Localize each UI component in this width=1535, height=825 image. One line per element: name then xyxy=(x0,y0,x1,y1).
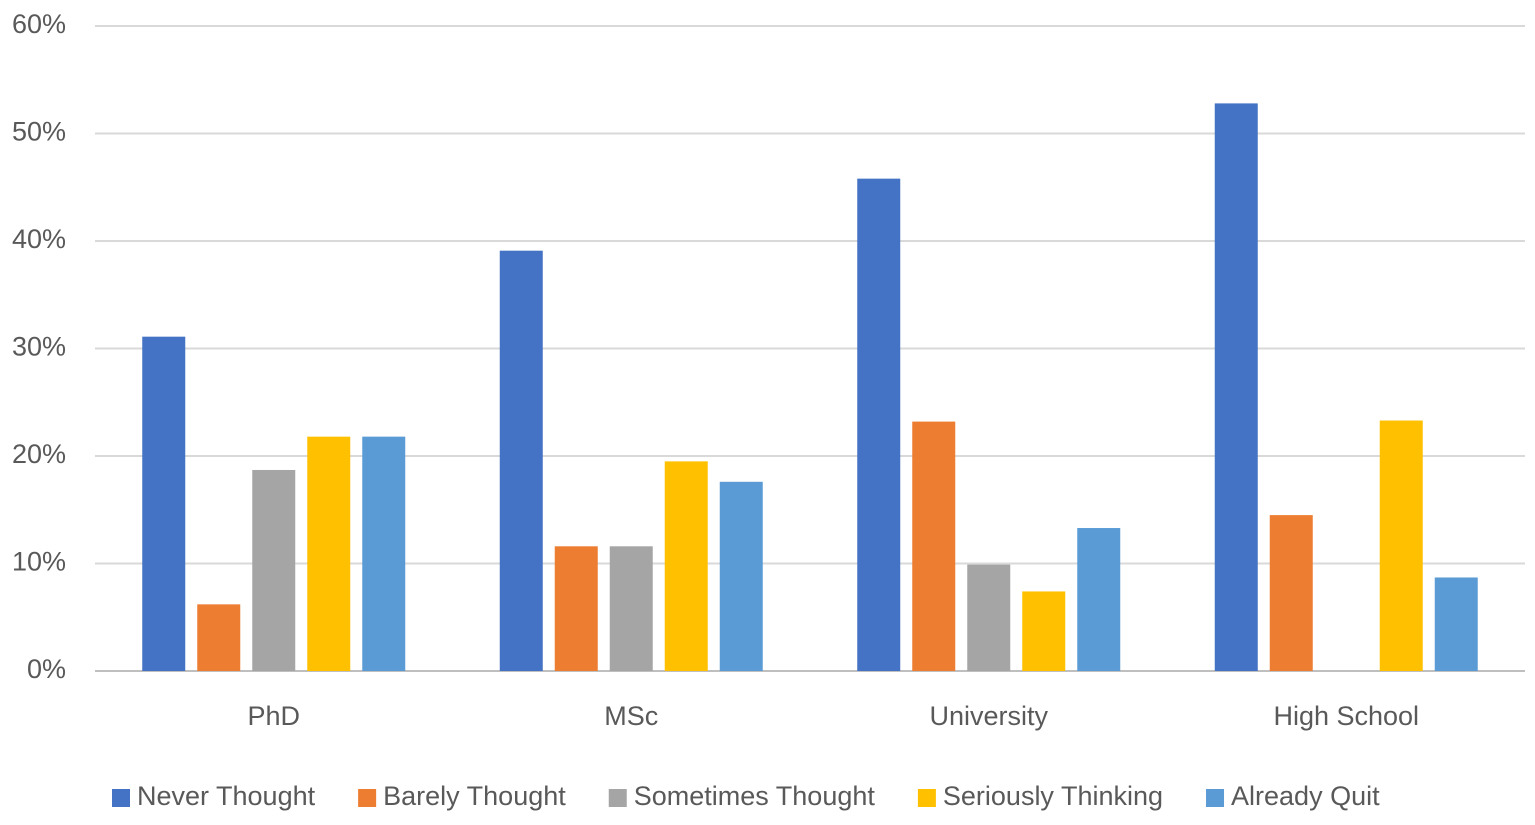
bar xyxy=(362,436,406,671)
legend-label: Barely Thought xyxy=(383,781,566,811)
x-tick-label: University xyxy=(929,701,1048,731)
y-tick-label: 60% xyxy=(12,9,66,39)
bar xyxy=(967,564,1011,671)
bar xyxy=(1434,577,1478,671)
y-tick-label: 10% xyxy=(12,547,66,577)
y-tick-label: 0% xyxy=(27,654,66,684)
legend-swatch xyxy=(358,789,377,807)
legend-swatch xyxy=(1206,789,1225,807)
legend-label: Seriously Thinking xyxy=(943,781,1163,811)
bar xyxy=(1214,103,1258,671)
y-tick-label: 20% xyxy=(12,439,66,469)
bar xyxy=(1379,420,1423,671)
legend-swatch xyxy=(608,789,627,807)
y-tick-label: 40% xyxy=(12,224,66,254)
x-tick-label: PhD xyxy=(247,701,300,731)
bar xyxy=(609,546,653,671)
bar xyxy=(1022,591,1066,671)
bar xyxy=(499,250,543,672)
y-tick-label: 50% xyxy=(12,117,66,147)
bar xyxy=(554,546,598,671)
legend-label: Sometimes Thought xyxy=(634,781,876,811)
legend-swatch xyxy=(917,789,936,807)
legend-label: Never Thought xyxy=(137,781,316,811)
bar xyxy=(1077,528,1121,671)
bar xyxy=(857,178,901,671)
bar xyxy=(664,461,708,671)
x-tick-label: MSc xyxy=(604,701,658,731)
bar xyxy=(252,469,296,671)
bar xyxy=(197,604,241,671)
legend-swatch xyxy=(112,789,130,807)
bar xyxy=(1269,515,1313,671)
x-tick-label: High School xyxy=(1273,701,1419,731)
bar xyxy=(719,481,763,671)
legend-label: Already Quit xyxy=(1231,781,1380,811)
bar xyxy=(912,421,956,671)
bar xyxy=(307,436,351,671)
bar xyxy=(142,336,186,671)
y-tick-label: 30% xyxy=(12,332,66,362)
